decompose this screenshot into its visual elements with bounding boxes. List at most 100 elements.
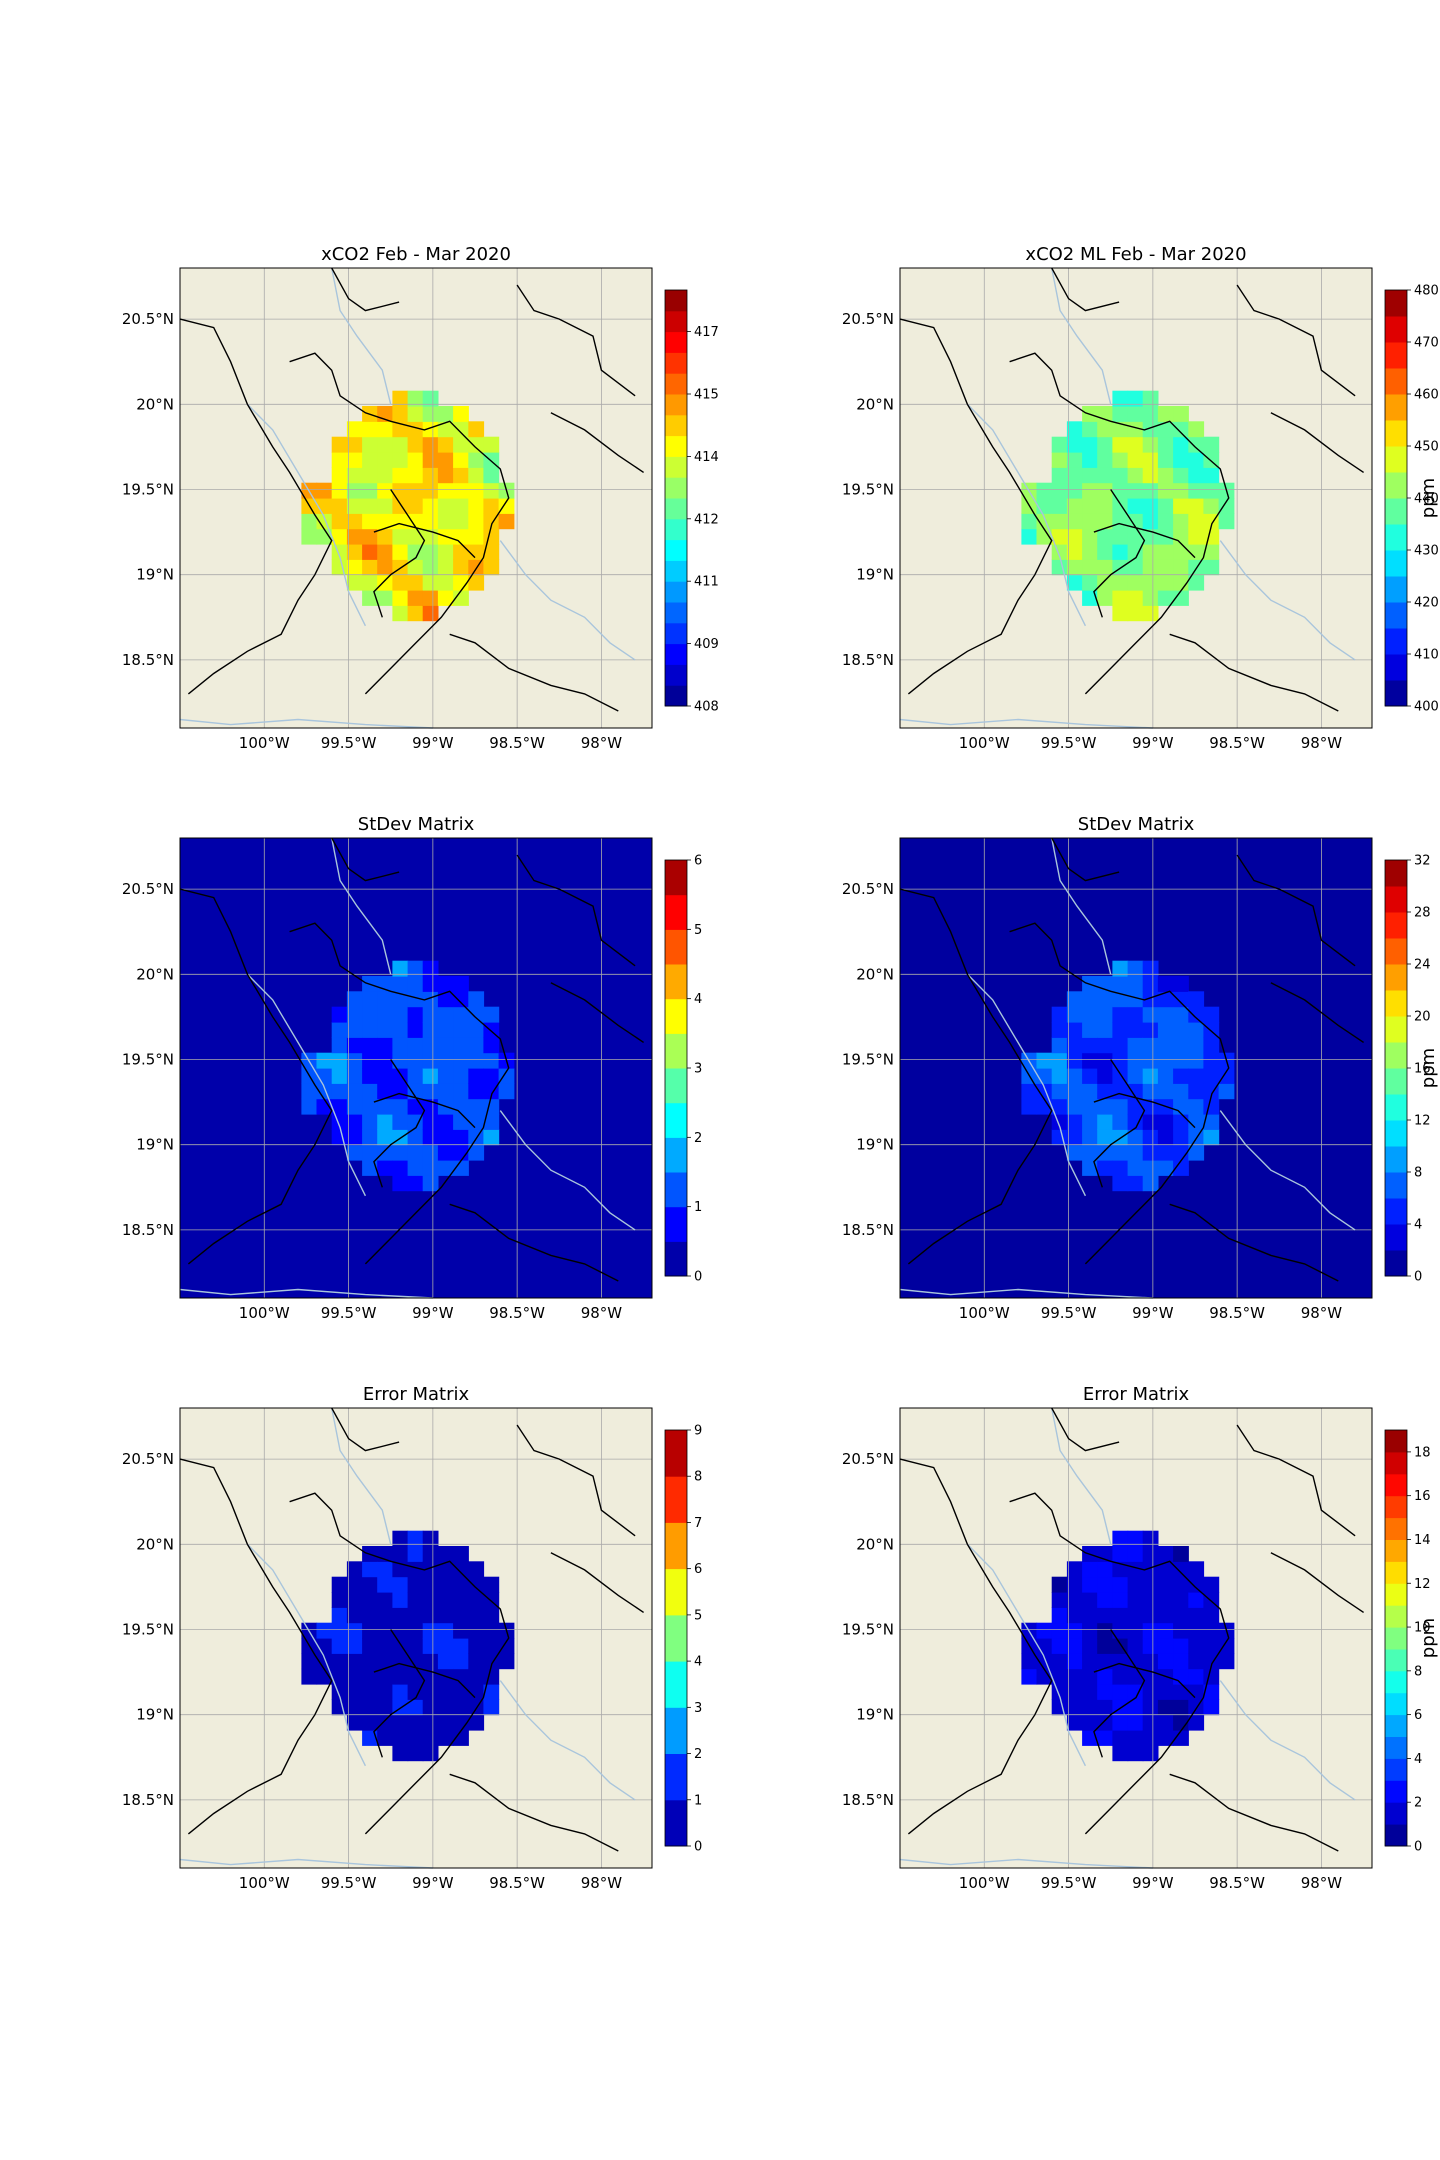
colorbar-tick-label: 450 xyxy=(1414,440,1439,455)
data-cell xyxy=(1127,1745,1144,1762)
data-cell xyxy=(407,590,424,606)
data-cell xyxy=(1066,1714,1083,1731)
data-cell xyxy=(392,1730,409,1746)
data-cell xyxy=(1173,1006,1189,1023)
data-cell xyxy=(1127,1622,1144,1639)
data-cell xyxy=(1066,1129,1083,1146)
lat-tick-label: 19°N xyxy=(136,566,174,584)
border-line xyxy=(1009,1492,1230,1835)
data-cell xyxy=(1082,559,1098,576)
data-cell xyxy=(1082,452,1098,468)
data-cell xyxy=(1051,1668,1068,1685)
data-cell xyxy=(1157,1607,1174,1624)
colorbar-tick-label: 16 xyxy=(1414,1062,1431,1077)
river-line xyxy=(179,1858,433,1869)
data-cell xyxy=(1188,1098,1205,1115)
colorbar-band xyxy=(1385,1451,1407,1475)
lon-tick-label: 100°W xyxy=(239,1304,290,1322)
river-line xyxy=(331,837,392,975)
data-cell xyxy=(1173,1638,1189,1654)
data-cell xyxy=(407,1530,424,1547)
colorbar-tick-label: 415.5 xyxy=(694,388,720,403)
data-cell xyxy=(377,1592,393,1608)
data-cell xyxy=(1157,1160,1174,1176)
data-cell xyxy=(1051,467,1068,484)
data-cell xyxy=(407,1714,424,1731)
river-line xyxy=(899,1858,1153,1869)
data-cell xyxy=(422,1052,439,1069)
lon-tick-label: 98°W xyxy=(581,1304,623,1322)
river-line xyxy=(246,403,367,627)
colorbar-band xyxy=(665,1137,687,1173)
data-cell xyxy=(483,528,500,545)
data-cell xyxy=(1066,1684,1083,1700)
data-cell xyxy=(453,1714,469,1731)
data-cell xyxy=(1051,452,1068,468)
data-cell xyxy=(1173,513,1189,530)
border-line xyxy=(289,352,510,695)
border-line xyxy=(516,1424,636,1537)
data-cell xyxy=(1112,976,1129,992)
data-cell xyxy=(1142,467,1159,484)
border-line xyxy=(331,837,400,882)
colorbar-tick-label: 6 xyxy=(1414,1708,1422,1723)
lon-tick-label: 99.5°W xyxy=(321,1874,377,1892)
data-cell xyxy=(468,482,485,499)
border-line xyxy=(373,522,476,559)
data-cell xyxy=(1157,452,1174,468)
data-cell xyxy=(392,467,409,484)
data-cell xyxy=(1112,513,1129,530)
data-cell xyxy=(346,482,363,499)
data-cell xyxy=(1203,1699,1220,1716)
data-cell xyxy=(1097,1607,1113,1624)
data-cell xyxy=(407,1068,424,1084)
data-cell xyxy=(392,482,409,499)
data-cell xyxy=(1112,1668,1129,1685)
data-cell xyxy=(392,390,409,407)
data-cell xyxy=(362,1576,378,1593)
data-cell xyxy=(1097,1037,1113,1054)
colorbar-tick-label: 4 xyxy=(1414,1752,1422,1767)
river-line xyxy=(246,1543,367,1767)
data-cell xyxy=(1203,482,1220,499)
data-cell xyxy=(1188,574,1205,591)
data-cell xyxy=(362,1622,378,1639)
data-cell xyxy=(1218,1638,1235,1654)
data-cell xyxy=(1082,421,1098,438)
data-cell xyxy=(392,590,409,606)
colorbar-band xyxy=(1385,1473,1407,1497)
data-cell xyxy=(422,1622,439,1639)
data-cell xyxy=(422,1592,439,1608)
data-cell xyxy=(453,406,469,422)
data-cell xyxy=(1112,1098,1129,1115)
data-cell xyxy=(346,1622,363,1639)
data-cell xyxy=(453,1114,469,1130)
data-cell xyxy=(346,1144,363,1161)
data-field xyxy=(301,1530,515,1762)
river-line xyxy=(966,403,1087,627)
data-cell xyxy=(1203,1622,1220,1639)
lat-tick-label: 19.5°N xyxy=(842,1620,894,1638)
lat-tick-label: 19.5°N xyxy=(122,1050,174,1068)
data-cell xyxy=(468,1592,485,1608)
data-cell xyxy=(468,452,485,468)
data-cell xyxy=(1203,467,1220,484)
border-line xyxy=(1236,1424,1356,1537)
data-cell xyxy=(1066,1022,1083,1038)
data-cell xyxy=(392,1576,409,1593)
data-cell xyxy=(1173,559,1189,576)
data-cell xyxy=(1203,436,1220,453)
data-cell xyxy=(1173,1592,1189,1608)
data-cell xyxy=(422,976,439,992)
lon-tick-label: 100°W xyxy=(959,1874,1010,1892)
data-cell xyxy=(468,467,485,484)
data-cell xyxy=(422,1653,439,1670)
colorbar-band xyxy=(1385,1627,1407,1650)
data-cell xyxy=(1082,1684,1098,1700)
data-field xyxy=(301,960,515,1192)
colorbar-band xyxy=(1385,912,1407,939)
data-cell xyxy=(1097,1144,1113,1161)
data-cell xyxy=(392,1714,409,1731)
colorbar-band xyxy=(1385,1605,1407,1628)
data-cell xyxy=(1142,1546,1159,1562)
